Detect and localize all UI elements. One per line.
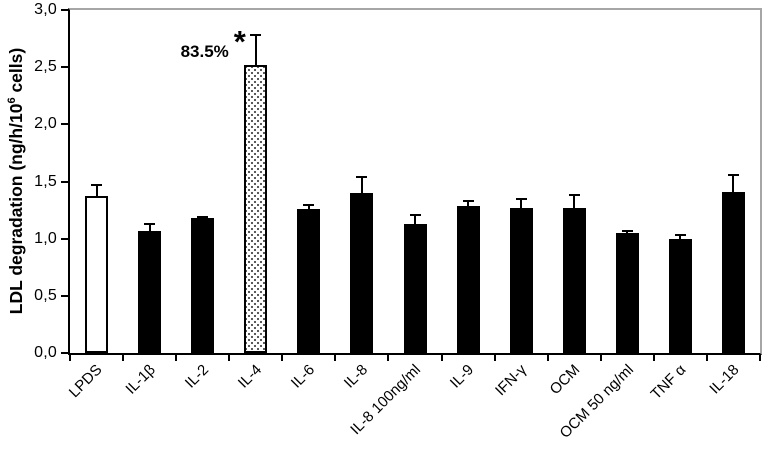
x-tick-6	[387, 355, 390, 361]
bar-OCM 50 ng/ml	[615, 232, 639, 353]
error-cap-IL-8 100ng/ml	[409, 213, 421, 216]
plot-area	[68, 8, 762, 355]
error-bar-IL-8 100ng/ml	[414, 213, 416, 225]
bar-IL-18	[721, 191, 745, 353]
x-category-label-IL-1β: IL-1β	[122, 361, 159, 398]
y-tick-1,5	[61, 180, 68, 183]
y-tick-0,5	[61, 294, 68, 297]
error-bar-LPDS	[95, 183, 98, 198]
y-tick-label-2,5: 2,5	[34, 58, 57, 76]
error-bar-IL-18	[732, 173, 735, 193]
x-category-label-IFN-γ: IFN-γ	[492, 361, 531, 400]
x-tick-9	[546, 355, 549, 361]
x-tick-4	[281, 355, 284, 361]
error-cap-IL-8	[356, 175, 368, 178]
error-cap-TNF α	[674, 234, 686, 237]
x-tick-5	[334, 355, 337, 361]
y-tick-0,0	[61, 352, 68, 354]
x-category-label-IL-9: IL-9	[447, 361, 478, 392]
y-tick-2,0	[61, 123, 68, 126]
y-tick-label-0,5: 0,5	[34, 286, 57, 304]
error-cap-IL-6	[303, 204, 315, 207]
x-tick-13	[759, 355, 761, 361]
y-tick-label-2,0: 2,0	[34, 115, 57, 133]
bar-IL-6	[297, 208, 321, 353]
x-tick-8	[493, 355, 496, 361]
x-category-label-IL-18: IL-18	[706, 361, 743, 398]
bar-OCM	[562, 207, 586, 353]
y-tick-label-3,0: 3,0	[34, 1, 57, 18]
x-tick-3	[228, 355, 231, 361]
bar-TNF α	[668, 238, 692, 353]
x-tick-0	[69, 355, 71, 361]
error-cap-IL-18	[727, 173, 739, 176]
x-category-label-TNF α: TNF α	[647, 361, 690, 404]
error-bar-IFN-γ	[520, 197, 523, 209]
y-tick-label-1,0: 1,0	[34, 229, 57, 247]
x-tick-2	[175, 355, 178, 361]
error-bar-TNF α	[679, 234, 682, 240]
y-tick-3,0	[61, 9, 68, 11]
error-bar-IL-4	[254, 34, 257, 66]
error-bar-IL-9	[467, 199, 470, 207]
x-category-label-IL-6: IL-6	[287, 361, 319, 392]
y-tick-1,0	[61, 237, 68, 240]
error-cap-IL-2	[197, 215, 209, 218]
bar-IL-8 100ng/ml	[403, 223, 427, 353]
error-cap-IL-4	[250, 34, 262, 37]
error-bar-OCM 50 ng/ml	[626, 229, 629, 234]
significance-asterisk: *	[233, 24, 246, 59]
y-tick-label-1,5: 1,5	[34, 172, 57, 190]
x-tick-7	[440, 355, 443, 361]
y-tick-label-0,0: 0,0	[34, 344, 57, 361]
x-tick-12	[705, 355, 708, 361]
percent-increase-label: 83.5%	[180, 42, 229, 61]
bar-IL-4	[244, 64, 268, 353]
error-bar-IL-1β	[148, 222, 151, 232]
x-category-label-IL-8: IL-8	[340, 361, 372, 392]
error-bar-OCM	[573, 194, 576, 209]
error-cap-OCM	[568, 194, 580, 197]
bar-IL-9	[456, 205, 480, 353]
x-tick-1	[122, 355, 125, 361]
error-bar-IL-6	[307, 204, 310, 210]
bar-IL-2	[191, 218, 215, 353]
error-cap-IL-1β	[144, 222, 156, 225]
y-axis-title-text: LDL degradation (ng/h/10	[5, 103, 26, 315]
error-cap-IFN-γ	[515, 197, 527, 200]
error-cap-LPDS	[91, 183, 103, 186]
x-tick-10	[599, 355, 602, 361]
x-category-label-LPDS: LPDS	[66, 361, 106, 402]
x-category-label-IL-4: IL-4	[234, 361, 266, 392]
error-cap-IL-9	[462, 199, 474, 202]
y-tick-2,5	[61, 66, 68, 69]
error-bar-IL-8	[360, 175, 363, 194]
bar-IFN-γ	[509, 207, 533, 353]
bar-IL-1β	[138, 230, 162, 353]
x-tick-11	[652, 355, 655, 361]
bar-IL-8	[350, 192, 374, 353]
error-cap-OCM 50 ng/ml	[621, 229, 633, 232]
bar-LPDS	[85, 196, 109, 353]
x-category-label-OCM: OCM	[546, 361, 584, 399]
y-axis-title-superscript: 6	[6, 97, 18, 104]
x-category-label-IL-2: IL-2	[181, 361, 213, 392]
